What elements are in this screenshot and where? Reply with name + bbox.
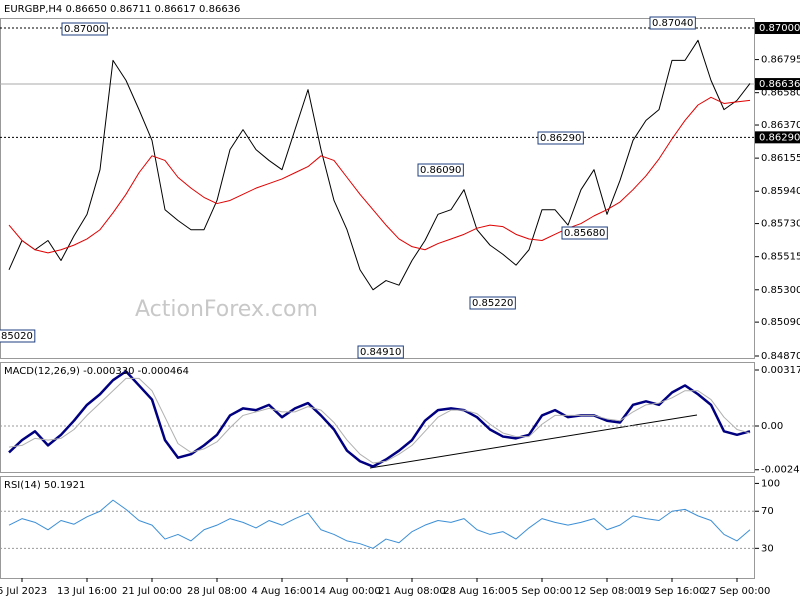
x-tick-label: 13 Jul 16:00 xyxy=(57,586,117,597)
x-tick-label: 12 Sep 08:00 xyxy=(574,586,641,597)
y-tick-label: 0.00 xyxy=(761,421,783,432)
annotation-box xyxy=(0,329,36,343)
annotation-box xyxy=(561,226,608,240)
y-tick-label: 0.85515 xyxy=(761,252,800,263)
y-tick-label: 0.86155 xyxy=(761,153,800,164)
y-tick-label: 70 xyxy=(761,506,774,517)
level-box xyxy=(755,131,800,144)
y-tick-label: 0.003177 xyxy=(761,365,800,376)
y-tick-label: 0.85300 xyxy=(761,285,800,296)
level-box xyxy=(755,78,800,91)
annotation-label: 0.87040 xyxy=(652,18,693,29)
y-tick-label: 0.85730 xyxy=(761,219,800,230)
panel-title: MACD(12,26,9) -0.000330 -0.000464 xyxy=(4,366,189,377)
x-tick-label: 28 Aug 16:00 xyxy=(443,586,510,597)
x-tick-label: 6 Jul 2023 xyxy=(0,586,47,597)
macd-panel xyxy=(0,362,755,473)
level-box xyxy=(755,22,800,35)
y-tick-label: 0.86580 xyxy=(761,88,800,99)
annotation-box xyxy=(537,131,584,145)
annotation-label: 0.86090 xyxy=(420,165,461,176)
y-tick-label: 100 xyxy=(761,478,780,489)
series-line xyxy=(8,96,751,254)
x-tick-label: 4 Aug 16:00 xyxy=(251,586,312,597)
level-label: 0.86290 xyxy=(759,132,800,143)
annotation-box xyxy=(469,296,516,310)
series-line xyxy=(8,370,751,468)
x-tick-label: 19 Sep 16:00 xyxy=(639,586,706,597)
trend-line xyxy=(369,414,698,469)
annotation-box xyxy=(357,345,404,359)
annotation-label: 85020 xyxy=(1,331,33,342)
series-line xyxy=(8,377,751,464)
rsi-panel xyxy=(0,476,755,579)
y-tick-label: 0.86795 xyxy=(761,55,800,66)
y-tick-label: 0.84870 xyxy=(761,351,800,362)
y-tick-label: 0.85090 xyxy=(761,317,800,328)
x-tick-label: 14 Aug 00:00 xyxy=(313,586,380,597)
y-tick-label: 0.85940 xyxy=(761,186,800,197)
annotation-label: 0.86290 xyxy=(540,133,581,144)
x-tick-label: 28 Jul 08:00 xyxy=(187,586,247,597)
x-tick-label: 5 Sep 00:00 xyxy=(512,586,572,597)
series-line xyxy=(8,39,751,291)
annotation-label: 0.85220 xyxy=(472,298,513,309)
level-label: 0.87000 xyxy=(759,23,800,34)
annotation-box xyxy=(649,16,696,30)
annotation-box xyxy=(61,22,108,36)
annotation-box xyxy=(417,163,464,177)
price-panel xyxy=(0,18,755,359)
y-tick-label: -0.002482 xyxy=(761,465,800,476)
series-line xyxy=(8,499,751,549)
level-label: 0.86636 xyxy=(759,79,800,90)
panel-title: RSI(14) 50.1921 xyxy=(4,480,85,491)
panel-title: EURGBP,H4 0.86650 0.86711 0.86617 0.8663… xyxy=(4,4,240,15)
annotation-label: 0.87000 xyxy=(64,24,105,35)
x-tick-label: 27 Sep 00:00 xyxy=(704,586,771,597)
y-tick-label: 30 xyxy=(761,543,774,554)
watermark: ActionForex.com xyxy=(135,297,318,322)
x-tick-label: 21 Aug 08:00 xyxy=(378,586,445,597)
x-tick-label: 21 Jul 00:00 xyxy=(122,586,182,597)
annotation-label: 0.85680 xyxy=(564,228,605,239)
annotation-label: 0.84910 xyxy=(360,347,401,358)
y-tick-label: 0.86370 xyxy=(761,120,800,131)
